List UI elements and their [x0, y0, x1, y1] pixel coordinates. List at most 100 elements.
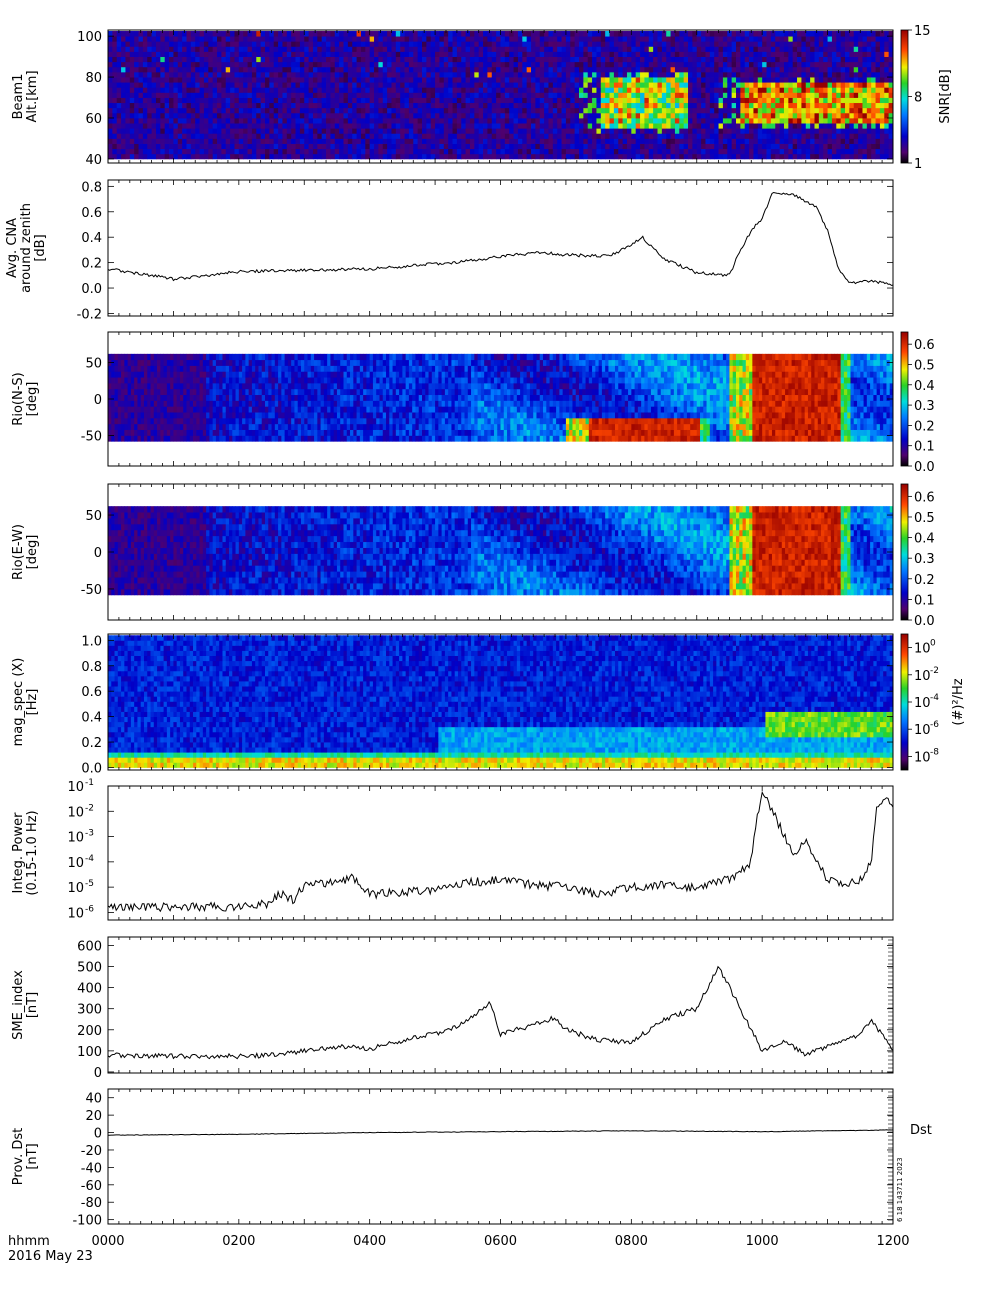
beam1-cell [688, 82, 693, 88]
beam1-cell [112, 77, 117, 83]
beam1-cell [522, 154, 527, 160]
beam1-cell [675, 62, 680, 68]
beam1-cell [204, 77, 209, 83]
beam1-cell [300, 92, 305, 98]
beam1-cell [640, 103, 645, 109]
beam1-cell [736, 67, 741, 73]
beam1-cell [862, 128, 867, 134]
beam1-cell [806, 133, 811, 139]
beam1-cell [457, 67, 462, 73]
beam1-cell [740, 67, 745, 73]
cna-ytick-label: 0.8 [81, 180, 102, 195]
beam1-cell [439, 118, 444, 124]
beam1-cell [466, 72, 471, 78]
beam1-cell [710, 87, 715, 93]
beam1-cell [483, 67, 488, 73]
beam1-cell [849, 36, 854, 42]
riometer-ns-cell [167, 418, 171, 424]
beam1-cell [217, 144, 222, 150]
beam1-cell [400, 123, 405, 129]
beam1-cell [732, 128, 737, 134]
beam1-cell [483, 51, 488, 57]
beam1-cell [688, 57, 693, 63]
beam1-cell [671, 87, 676, 93]
beam1-cell [548, 144, 553, 150]
beam1-cell [501, 31, 506, 37]
beam1-cell [422, 133, 427, 139]
beam1-cell [165, 113, 170, 119]
beam1-cell [736, 128, 741, 134]
beam1-cell [274, 57, 279, 63]
beam1-cell [496, 118, 501, 124]
beam1-cell [501, 118, 506, 124]
beam1-cell [357, 138, 362, 144]
beam1-cell [453, 72, 458, 78]
beam1-cell [125, 133, 130, 139]
beam1-cell [544, 67, 549, 73]
beam1-cell [575, 144, 580, 150]
beam1-cell [841, 138, 846, 144]
beam1-cell [483, 128, 488, 134]
beam1-cell [121, 133, 126, 139]
beam1-cell [348, 46, 353, 52]
beam1-cell [365, 57, 370, 63]
beam1-cell [562, 149, 567, 155]
riometer-ns-cell [164, 354, 168, 360]
beam1-cell [535, 82, 540, 88]
beam1-cell [710, 123, 715, 129]
beam1-cell [248, 113, 253, 119]
beam1-cell [644, 138, 649, 144]
beam1-cell [370, 133, 375, 139]
beam1-cell [557, 103, 562, 109]
riometer-ns-cell [137, 400, 141, 406]
beam1-cell [169, 118, 174, 124]
beam1-cell [435, 77, 440, 83]
beam1-cell [191, 103, 196, 109]
beam1-cell [466, 98, 471, 104]
beam1-cell [854, 92, 859, 98]
riometer-ns-cell [121, 430, 125, 436]
beam1-cell [112, 123, 117, 129]
beam1-cell [152, 98, 157, 104]
beam1-cell [858, 123, 863, 129]
beam1-cell [405, 51, 410, 57]
beam1-cell [627, 51, 632, 57]
beam1-cell [841, 67, 846, 73]
beam1-cell [876, 77, 881, 83]
beam1-cell [160, 51, 165, 57]
beam1-cell [213, 98, 218, 104]
beam1-cell [588, 138, 593, 144]
beam1-cell [117, 62, 122, 68]
beam1-cell [300, 57, 305, 63]
beam1-cell [348, 128, 353, 134]
beam1-cell [658, 82, 663, 88]
beam1-cell [570, 108, 575, 114]
beam1-cell [788, 67, 793, 73]
riometer-ns-cell [209, 435, 213, 441]
beam1-cell [492, 36, 497, 42]
beam1-cell [178, 138, 183, 144]
riometer-ns-cell [167, 354, 171, 360]
beam1-cell [117, 133, 122, 139]
beam1-cell [322, 108, 327, 114]
riometer-ns-cell [134, 383, 138, 389]
beam1-cell [688, 108, 693, 114]
cna-ylabel-line1: Avg. CNA [5, 218, 20, 278]
beam1-cell [535, 77, 540, 83]
beam1-cell [705, 41, 710, 47]
riometer-ns-cell [177, 360, 181, 366]
riometer-ns-cell [137, 424, 141, 430]
beam1-cell [692, 133, 697, 139]
beam1-cell [400, 144, 405, 150]
beam1-cell [173, 67, 178, 73]
beam1-cell [139, 113, 144, 119]
beam1-cell [474, 92, 479, 98]
beam1-cell [522, 103, 527, 109]
beam1-cell [684, 123, 689, 129]
beam1-cell [784, 149, 789, 155]
beam1-cell [640, 118, 645, 124]
beam1-cell [261, 113, 266, 119]
beam1-cell [466, 103, 471, 109]
beam1-cell [675, 46, 680, 52]
beam1-cell [605, 57, 610, 63]
